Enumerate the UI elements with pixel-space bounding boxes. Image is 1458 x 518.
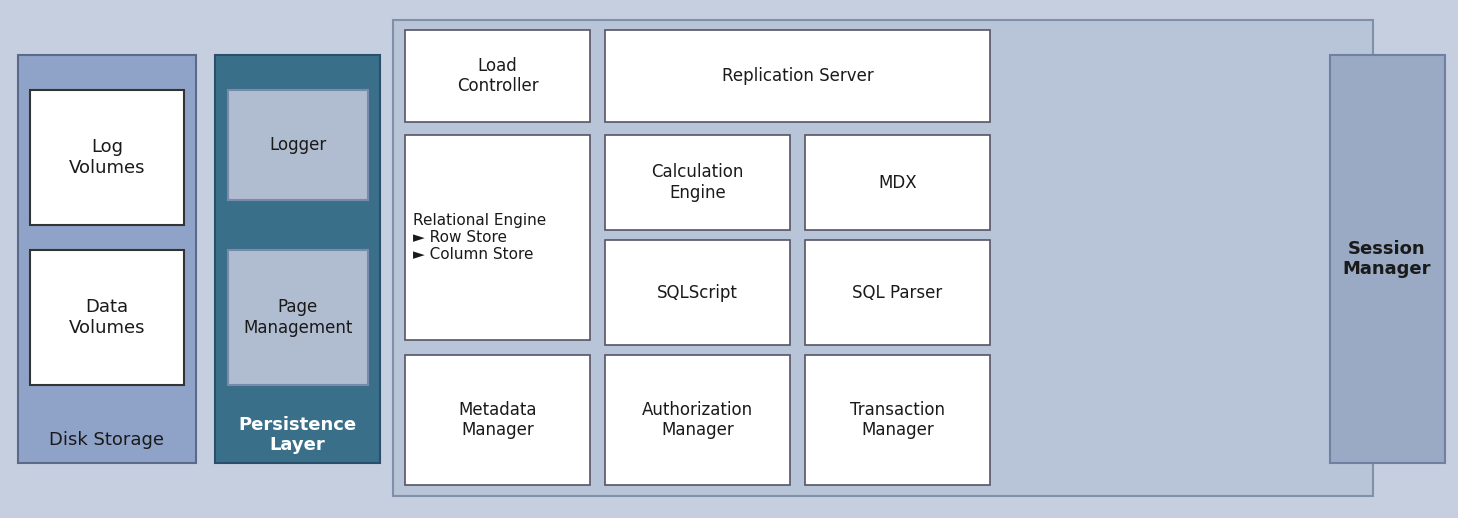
Bar	[405, 135, 590, 340]
Bar	[605, 135, 790, 230]
Text: Persistence
Layer: Persistence Layer	[238, 415, 356, 454]
Text: Calculation
Engine: Calculation Engine	[652, 163, 744, 202]
Text: Authorization
Manager: Authorization Manager	[642, 400, 754, 439]
Bar	[1330, 55, 1445, 463]
Text: Log
Volumes: Log Volumes	[69, 138, 146, 177]
Bar	[805, 355, 990, 485]
Bar	[605, 30, 990, 122]
Bar	[31, 250, 184, 385]
Bar	[805, 240, 990, 345]
Bar	[227, 90, 367, 200]
Bar	[405, 355, 590, 485]
Text: SQLScript: SQLScript	[658, 283, 738, 301]
Text: Load
Controller: Load Controller	[456, 56, 538, 95]
Bar	[227, 250, 367, 385]
Text: SQL Parser: SQL Parser	[853, 283, 943, 301]
Bar	[405, 30, 590, 122]
Text: MDX: MDX	[878, 174, 917, 192]
Bar	[605, 240, 790, 345]
Text: Transaction
Manager: Transaction Manager	[850, 400, 945, 439]
Text: Metadata
Manager: Metadata Manager	[458, 400, 537, 439]
Bar	[31, 90, 184, 225]
Text: Relational Engine
► Row Store
► Column Store: Relational Engine ► Row Store ► Column S…	[413, 212, 547, 263]
Text: Replication Server: Replication Server	[722, 67, 873, 85]
Text: Session
Manager: Session Manager	[1343, 240, 1432, 278]
Text: Logger: Logger	[270, 136, 327, 154]
Bar	[394, 20, 1373, 496]
Text: Disk Storage: Disk Storage	[50, 431, 165, 449]
Text: Page
Management: Page Management	[243, 298, 353, 337]
Bar	[805, 135, 990, 230]
Bar	[214, 55, 381, 463]
Bar	[17, 55, 195, 463]
Text: Data
Volumes: Data Volumes	[69, 298, 146, 337]
Bar	[605, 355, 790, 485]
